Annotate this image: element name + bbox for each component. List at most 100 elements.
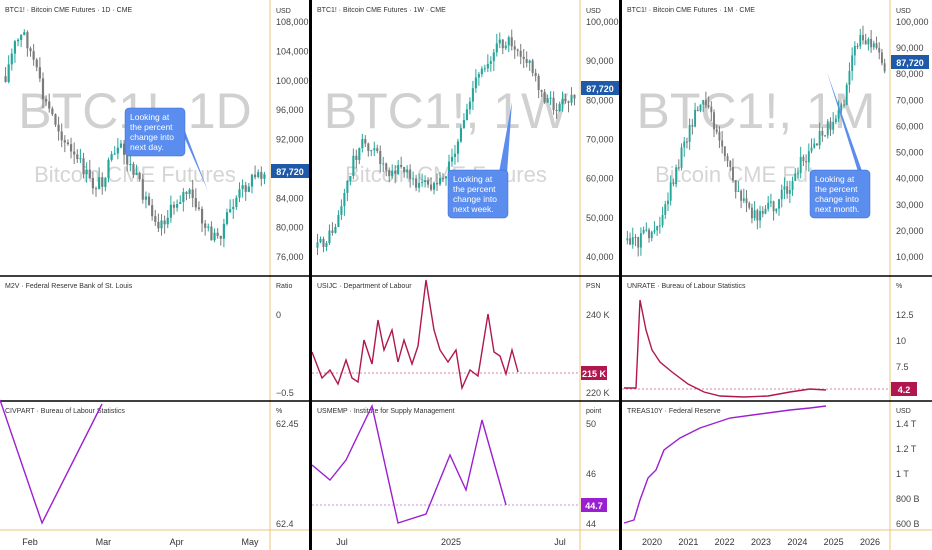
candle-body xyxy=(379,151,382,164)
chart-title[interactable]: BTC1! · Bitcoin CME Futures · 1M · CME xyxy=(627,7,755,14)
callout-text: change into xyxy=(453,194,497,204)
indicator-tick-label: 50 xyxy=(586,419,596,429)
candle-body xyxy=(141,179,144,200)
candle-body xyxy=(334,226,337,233)
candle-body xyxy=(658,225,661,227)
candle-body xyxy=(702,100,705,105)
candle-body xyxy=(364,139,367,144)
candle-body xyxy=(723,146,726,157)
indicator-title[interactable]: USMEMP · Institute for Supply Management xyxy=(317,408,455,415)
time-tick-label: 2024 xyxy=(787,537,807,547)
callout-text: change into xyxy=(815,194,859,204)
price-tick-label: 40,000 xyxy=(586,252,614,262)
price-tick-label: 100,000 xyxy=(586,17,619,27)
indicator-tick-label: 1.4 T xyxy=(896,419,917,429)
candle-body xyxy=(495,43,498,53)
candle-body xyxy=(235,197,238,207)
candle-body xyxy=(821,130,824,136)
price-tick-label: 84,000 xyxy=(276,193,304,203)
indicator-title[interactable]: UNRATE · Bureau of Labour Statistics xyxy=(627,283,746,290)
candle-body xyxy=(780,189,783,200)
candle-body xyxy=(370,150,373,152)
candle-body xyxy=(238,189,241,198)
callout-box xyxy=(124,107,186,157)
candle-body xyxy=(740,190,743,201)
indicator-pane-2[interactable]: TREAS10Y · Federal Reserve USD 1.4 T 1.2 T 1… xyxy=(627,408,920,529)
candle-body xyxy=(415,178,418,188)
time-tick-label: 2026 xyxy=(860,537,880,547)
unrate-series-line xyxy=(624,299,827,398)
candle-body xyxy=(492,52,495,62)
candle-body xyxy=(631,237,634,245)
indicator-pane-1[interactable]: USIJC · Department of Labour PSN 240 K 220 … xyxy=(317,283,610,398)
candle-body xyxy=(98,177,101,190)
candle-body xyxy=(489,61,492,64)
indicator-pane-2[interactable]: USMEMP · Institute for Supply Management… xyxy=(317,408,601,529)
indicator-title[interactable]: TREAS10Y · Federal Reserve xyxy=(627,408,721,415)
candle-body xyxy=(648,229,650,239)
candle-body xyxy=(667,200,669,205)
candle-body xyxy=(513,46,516,50)
candle-body xyxy=(507,37,510,46)
candle-body xyxy=(471,88,474,102)
candle-body xyxy=(358,148,361,161)
indicator-title[interactable]: USIJC · Department of Labour xyxy=(317,283,412,290)
candle-body xyxy=(528,60,531,64)
candle-body xyxy=(826,121,829,136)
price-tick-label: 50,000 xyxy=(896,148,924,158)
candle-body xyxy=(412,178,415,180)
candle-body xyxy=(756,210,759,221)
candle-body xyxy=(397,165,400,174)
candle-body xyxy=(555,109,558,111)
indicator-pane-2[interactable]: CIVPART · Bureau of Labour Statistics % 62… xyxy=(5,408,299,529)
candle-body xyxy=(346,180,349,193)
chart-title[interactable]: BTC1! · Bitcoin CME Futures · 1D · CME xyxy=(5,7,133,14)
candle-body xyxy=(179,202,182,205)
candle-body xyxy=(260,172,263,179)
candle-body xyxy=(853,45,856,56)
indicator-unit: % xyxy=(896,283,902,290)
candle-body xyxy=(685,141,688,143)
candle-body xyxy=(263,174,266,179)
candle-body xyxy=(634,237,637,239)
candle-body xyxy=(376,148,379,152)
candle-body xyxy=(501,39,504,49)
candle-body xyxy=(244,185,247,192)
indicator-title[interactable]: M2V · Federal Reserve Bank of St. Louis xyxy=(5,283,133,290)
candle-body xyxy=(63,140,66,143)
indicator-tick-label: 44 xyxy=(586,519,596,529)
candle-body xyxy=(856,45,859,47)
candle-body xyxy=(16,39,20,42)
candle-body xyxy=(474,77,477,89)
callout-text: Looking at xyxy=(453,174,493,184)
indicator-pane-1[interactable]: M2V · Federal Reserve Bank of St. Louis R… xyxy=(5,283,294,398)
candle-body xyxy=(119,143,123,148)
callout-text: the percent xyxy=(815,184,858,194)
candle-body xyxy=(745,198,748,203)
price-tick-label: 90,000 xyxy=(896,43,924,53)
indicator-tick-label: 220 K xyxy=(586,388,610,398)
candle-body xyxy=(91,178,94,189)
candle-body xyxy=(498,39,501,44)
treasury-series-line xyxy=(623,405,827,524)
price-tick-label: 90,000 xyxy=(586,56,614,66)
indicator-pane-1[interactable]: UNRATE · Bureau of Labour Statistics % 12.… xyxy=(627,283,914,398)
price-tick-label: 40,000 xyxy=(896,174,924,184)
candle-body xyxy=(20,35,23,40)
candle-body xyxy=(126,154,129,165)
candle-body xyxy=(352,155,355,177)
indicator-title[interactable]: CIVPART · Bureau of Labour Statistics xyxy=(5,408,125,415)
indicator-unit: point xyxy=(586,408,601,415)
candle-body xyxy=(729,161,732,168)
candle-body xyxy=(813,143,816,148)
indicator-unit: % xyxy=(276,408,282,415)
candle-body xyxy=(799,156,802,174)
chart-title[interactable]: BTC1! · Bitcoin CME Futures · 1W · CME xyxy=(317,7,446,14)
